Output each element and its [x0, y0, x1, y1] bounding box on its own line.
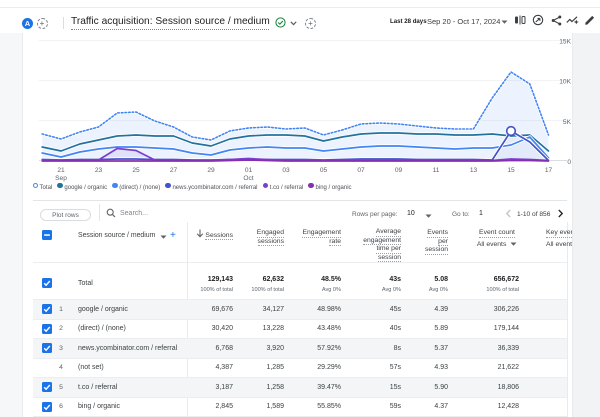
svg-text:29: 29	[207, 167, 215, 174]
svg-text:15K: 15K	[559, 39, 571, 46]
svg-text:Oct: Oct	[243, 175, 253, 182]
svg-text:11: 11	[433, 167, 440, 174]
svg-text:17: 17	[545, 167, 553, 174]
svg-text:03: 03	[282, 167, 290, 174]
svg-text:05: 05	[320, 167, 328, 174]
svg-text:0: 0	[567, 159, 571, 166]
svg-text:21: 21	[57, 167, 65, 174]
svg-text:25: 25	[132, 167, 140, 174]
svg-text:01: 01	[245, 167, 253, 174]
svg-text:27: 27	[170, 167, 178, 174]
svg-text:10K: 10K	[559, 79, 571, 86]
svg-text:5K: 5K	[563, 119, 572, 126]
svg-text:23: 23	[95, 167, 103, 174]
svg-text:13: 13	[470, 167, 478, 174]
svg-text:15: 15	[507, 167, 515, 174]
svg-text:07: 07	[357, 167, 365, 174]
svg-text:09: 09	[395, 167, 403, 174]
svg-text:Sep: Sep	[55, 175, 67, 182]
